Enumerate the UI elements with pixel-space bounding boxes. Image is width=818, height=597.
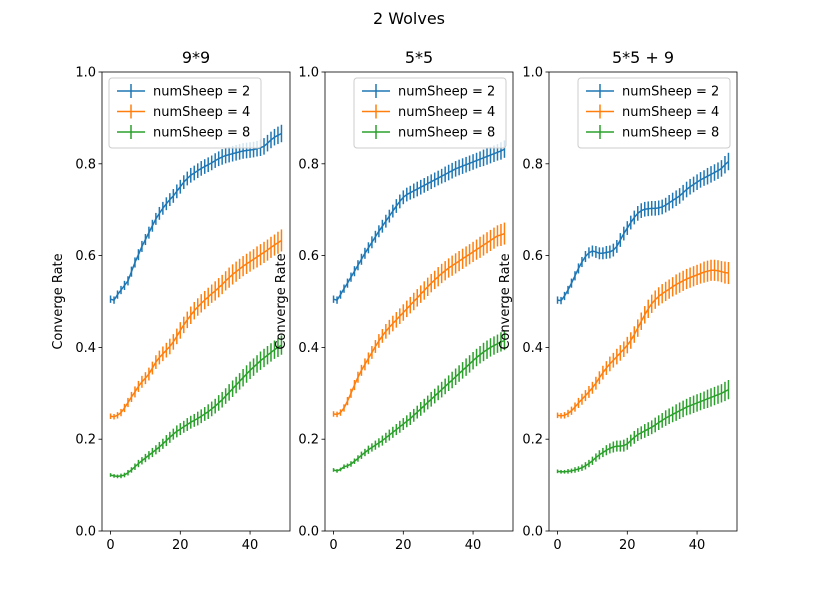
series-line <box>110 239 282 418</box>
y-tick-label: 0.4 <box>75 341 96 356</box>
series-line <box>557 269 729 417</box>
series-1 <box>556 152 730 305</box>
series-3 <box>109 335 283 479</box>
x-tick-label: 20 <box>619 538 636 553</box>
legend-box <box>108 77 262 149</box>
x-tick-label: 20 <box>172 538 189 553</box>
x-tick-label: 40 <box>689 538 706 553</box>
series-3 <box>332 330 506 473</box>
subplot-title: 5*5 <box>405 48 433 67</box>
series-1 <box>109 124 283 304</box>
legend: numSheep = 2 numSheep = 4 numSheep = 8 <box>108 77 262 149</box>
y-tick-label: 0.0 <box>75 525 96 540</box>
legend-label: numSheep = 8 <box>153 126 250 141</box>
y-axis-label: Converge Rate <box>51 253 66 349</box>
x-tick-label: 40 <box>242 538 259 553</box>
subplot-title: 9*9 <box>182 48 210 67</box>
subplot-title: 5*5 + 9 <box>612 48 674 67</box>
subplot-panel: 0.0 0.2 0.4 0.6 0.8 1.0 0 20 40 5*5 + 9 Converge R… <box>498 48 738 553</box>
series-line <box>110 344 282 478</box>
x-tick-label: 40 <box>465 538 482 553</box>
series-line <box>333 339 505 472</box>
legend: numSheep = 2 numSheep = 4 numSheep = 8 <box>353 77 507 149</box>
legend-box <box>577 77 731 149</box>
subplot-panel: 0.0 0.2 0.4 0.6 0.8 1.0 0 20 40 5*5 Converge Rate n… <box>274 48 514 553</box>
y-tick-label: 0.4 <box>522 341 543 356</box>
series-line <box>333 232 505 416</box>
y-tick-label: 1.0 <box>75 66 96 81</box>
legend-label: numSheep = 2 <box>153 85 250 100</box>
y-tick-label: 0.8 <box>75 157 96 172</box>
x-tick-label: 0 <box>553 538 561 553</box>
series-2 <box>332 222 506 418</box>
legend-label: numSheep = 4 <box>398 105 495 120</box>
legend-label: numSheep = 2 <box>398 85 495 100</box>
y-tick-label: 0.8 <box>298 157 319 172</box>
series-1 <box>332 140 506 304</box>
x-tick-label: 20 <box>395 538 412 553</box>
legend-label: numSheep = 8 <box>398 126 495 141</box>
series-2 <box>556 259 730 419</box>
y-tick-label: 0.0 <box>522 525 543 540</box>
x-tick-label: 0 <box>106 538 114 553</box>
y-tick-label: 0.8 <box>522 157 543 172</box>
axes-frame <box>548 71 738 532</box>
y-tick-label: 1.0 <box>522 66 543 81</box>
series-2 <box>109 229 283 420</box>
figure-title: 2 Wolves <box>372 9 446 28</box>
y-tick-label: 0.2 <box>298 433 319 448</box>
series-line <box>557 160 729 302</box>
y-tick-label: 0.2 <box>75 433 96 448</box>
series-line <box>110 132 282 301</box>
legend-label: numSheep = 4 <box>153 105 250 120</box>
y-axis-label: Converge Rate <box>498 253 513 349</box>
y-tick-label: 1.0 <box>298 66 319 81</box>
y-tick-label: 0.6 <box>75 249 96 264</box>
y-tick-label: 0.2 <box>522 433 543 448</box>
legend-label: numSheep = 2 <box>622 85 719 100</box>
legend-label: numSheep = 4 <box>622 105 719 120</box>
series-3 <box>556 379 730 474</box>
series-line <box>333 148 505 301</box>
y-tick-label: 0.6 <box>298 249 319 264</box>
series-line <box>557 388 729 473</box>
y-tick-label: 0.0 <box>298 525 319 540</box>
y-tick-label: 0.6 <box>522 249 543 264</box>
legend-box <box>353 77 507 149</box>
legend-label: numSheep = 8 <box>622 126 719 141</box>
axes-frame <box>324 71 514 532</box>
y-tick-label: 0.4 <box>298 341 319 356</box>
legend: numSheep = 2 numSheep = 4 numSheep = 8 <box>577 77 731 149</box>
y-axis-label: Converge Rate <box>274 253 289 349</box>
subplot-panel: 0.0 0.2 0.4 0.6 0.8 1.0 0 20 40 9*9 Converge Rate n… <box>51 48 291 553</box>
axes-frame <box>101 71 291 532</box>
x-tick-label: 0 <box>329 538 337 553</box>
